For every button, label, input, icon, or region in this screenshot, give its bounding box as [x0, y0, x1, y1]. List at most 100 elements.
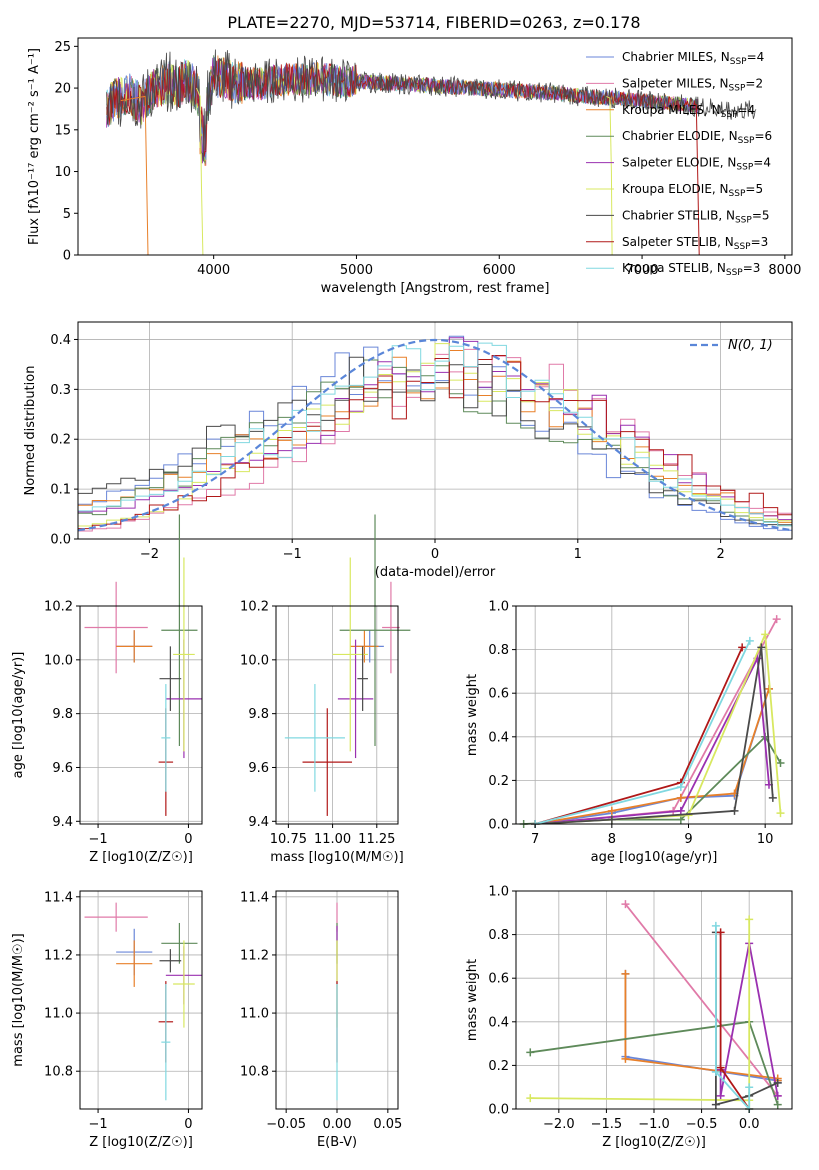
x-tick-label: 10.75: [270, 832, 307, 847]
series-line: [535, 655, 770, 825]
y-tick-label: 9.6: [248, 761, 269, 776]
x-axis-label: wavelength [Angstrom, rest frame]: [321, 281, 550, 296]
x-axis-label: Z [log10(Z/Z☉)]: [602, 1135, 706, 1150]
y-tick-label: 0.6: [488, 972, 509, 987]
x-tick-label: 0.0: [739, 1117, 760, 1132]
legend-label: Chabrier MILES, NSSP=4: [622, 50, 764, 67]
x-tick-label: 0: [184, 1117, 192, 1132]
y-tick-label: 20: [54, 82, 71, 97]
age-vs-mass-panel: 10.75 11.00 11.25 9.4 9.6 9.8 10.0 10.2 mass [lo…: [240, 514, 411, 865]
y-tick-label: 15: [54, 123, 71, 138]
x-tick-label: 7: [531, 832, 539, 847]
series-point: [776, 758, 785, 767]
series-point: [621, 1054, 630, 1063]
axes-frame: [515, 605, 793, 825]
y-tick-label: 11.4: [44, 890, 73, 905]
x-tick-label: 8: [608, 832, 616, 847]
legend-label: Salpeter STELIB, NSSP=3: [622, 235, 768, 252]
y-tick-label: 11.2: [44, 948, 73, 963]
x-tick-label: 9: [684, 832, 692, 847]
series-point: [684, 811, 693, 820]
y-tick-label: 9.8: [52, 707, 73, 722]
residual-histogram: [78, 343, 792, 527]
x-tick-label: 4000: [197, 263, 230, 278]
y-tick-label: 0.6: [488, 687, 509, 702]
series-point: [607, 815, 616, 824]
y-tick-label: 0.8: [488, 928, 509, 943]
y-axis-label: Flux [fλ10⁻¹⁷ erg cm⁻² s⁻¹ A⁻¹]: [27, 48, 42, 245]
series-point: [757, 643, 766, 652]
y-tick-label: 10: [54, 165, 71, 180]
x-axis-label: Z [log10(Z/Z☉)]: [89, 850, 193, 865]
spectrum-drop: [196, 87, 204, 256]
x-tick-label: 2: [716, 547, 724, 562]
y-tick-label: 0.2: [488, 774, 509, 789]
residuals-panel: N(0, 1) −2 −1 0 1 2 0.0 0.1 0.2 0.3 0.4 (data-model…: [23, 321, 793, 580]
series-point: [711, 1100, 720, 1109]
y-tick-label: 1.0: [488, 885, 509, 900]
series-point: [772, 615, 781, 624]
y-axis-label: age [log10(age/yr)]: [11, 652, 26, 779]
x-tick-label: −1.0: [638, 1117, 670, 1132]
series-point: [773, 1091, 782, 1100]
y-axis-label: mass weight: [465, 674, 480, 756]
x-tick-label: 0: [431, 547, 439, 562]
y-tick-label: 5: [63, 207, 71, 222]
series-point: [768, 793, 777, 802]
y-tick-label: 0.4: [50, 333, 71, 348]
y-tick-label: 10.0: [44, 653, 73, 668]
series-point: [745, 915, 754, 924]
y-tick-label: 10.2: [240, 600, 269, 615]
x-tick-label: −1: [88, 1117, 107, 1132]
series-point: [621, 969, 630, 978]
series-point: [776, 809, 785, 818]
spectrum-drop: [693, 102, 700, 256]
series-point: [745, 636, 754, 645]
residual-histogram: [78, 356, 792, 526]
series-point: [730, 806, 739, 815]
y-tick-label: 1.0: [488, 600, 509, 615]
x-tick-label: −1: [283, 547, 302, 562]
y-tick-label: 11.0: [44, 1007, 73, 1022]
y-tick-label: 9.8: [248, 707, 269, 722]
series-point: [738, 643, 747, 652]
y-tick-label: 0.4: [488, 730, 509, 745]
gaussian-curve: [77, 338, 793, 532]
series-point: [526, 1094, 535, 1103]
y-tick-label: 9.4: [52, 815, 73, 830]
spectrum-panel: Chabrier MILES, NSSP=4 Salpeter MILES, NS…: [27, 37, 801, 296]
spectrum-line: [106, 57, 699, 157]
x-tick-label: −2.0: [543, 1117, 575, 1132]
y-tick-label: 0.3: [50, 383, 71, 398]
mass-weight-vs-age-panel: 7 8 9 10 0.0 0.2 0.4 0.6 0.8 1.0 age [log10(age/yr…: [465, 600, 793, 865]
x-tick-label: 1: [574, 547, 582, 562]
x-axis-label: mass [log10(M/M☉)]: [270, 850, 403, 865]
series-point: [676, 793, 685, 802]
mass-weight-vs-Z-panel: −2.0 −1.5 −1.0 −0.5 0.0 0.0 0.2 0.4 0.6 0.8 1.0 Z […: [465, 885, 793, 1150]
series-point: [745, 1083, 754, 1092]
mass-vs-Z-panel: −1 0 10.8 11.0 11.2 11.4 Z [log10(Z/Z☉)] mass […: [11, 890, 203, 1150]
series-line: [715, 925, 751, 1112]
y-tick-label: 10.8: [44, 1065, 73, 1080]
y-axis-label: mass weight: [465, 959, 480, 1041]
legend-label: Chabrier STELIB, NSSP=5: [622, 208, 770, 225]
x-tick-label: 10: [757, 832, 774, 847]
x-tick-label: −1.5: [591, 1117, 623, 1132]
x-axis-label: E(B-V): [317, 1135, 357, 1150]
series-line: [530, 919, 751, 1109]
y-axis-label: Normed distribution: [23, 366, 38, 496]
y-tick-label: 0.1: [50, 483, 71, 498]
x-tick-label: −1: [88, 832, 107, 847]
x-tick-label: 7000: [626, 263, 659, 278]
x-tick-label: 6000: [483, 263, 516, 278]
axes-frame: [79, 890, 203, 1110]
spectrum-legend: Chabrier MILES, NSSP=4 Salpeter MILES, NS…: [586, 50, 772, 278]
x-axis-label: age [log10(age/yr)]: [591, 850, 718, 865]
y-tick-label: 0.0: [488, 818, 509, 833]
legend-label: Salpeter MILES, NSSP=2: [622, 76, 763, 93]
spectrum-line: [106, 49, 757, 162]
y-tick-label: 25: [54, 40, 71, 55]
series-line: [719, 943, 779, 1097]
series-point: [773, 1078, 782, 1087]
series-point: [716, 928, 725, 937]
